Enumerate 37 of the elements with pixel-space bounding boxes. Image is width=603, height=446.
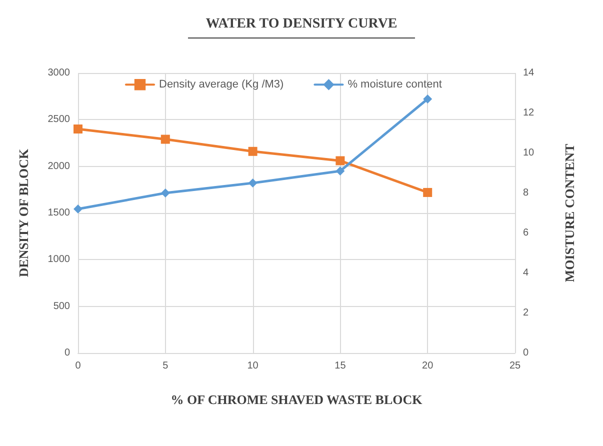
legend-label: Density average (Kg /M3): [159, 78, 284, 91]
x-tick-label: 20: [422, 360, 434, 372]
chart-title: WATER TO DENSITY CURVE: [206, 16, 398, 32]
point: [248, 146, 258, 156]
point: [74, 124, 82, 134]
y-tick-label: 1000: [48, 254, 70, 266]
y2-tick-label: 10: [523, 148, 535, 158]
y-tick-label: 500: [53, 300, 70, 312]
y-tick-label: 1500: [48, 208, 70, 218]
y2-axis-title: MOISTURE CONTENT: [562, 144, 577, 282]
legend-label: % moisture content: [348, 78, 442, 91]
y-tick-label: 0: [64, 348, 70, 358]
x-tick-label: 10: [247, 360, 259, 372]
point: [160, 188, 170, 198]
point: [248, 178, 258, 188]
y2-tick-label: 14: [523, 68, 535, 78]
x-tick-label: 25: [509, 360, 521, 372]
y2-tick-label: 0: [523, 348, 529, 358]
point: [336, 166, 345, 176]
x-axis-title: % OF CHROME SHAVED WASTE BLOCK: [170, 392, 424, 407]
x-tick-label: 15: [334, 360, 346, 372]
x-tick-label: 5: [162, 360, 169, 372]
y2-tick-label: 4: [523, 268, 529, 278]
y-tick-label: 3000: [48, 68, 70, 78]
y-tick-label: 2000: [48, 160, 70, 172]
y2-tick-label: 6: [523, 228, 529, 238]
y2-tick-label: 8: [523, 188, 529, 198]
y2-tick-label: 12: [523, 108, 535, 118]
point: [336, 156, 345, 166]
point: [74, 204, 82, 214]
point: [423, 188, 432, 197]
y-axis-title: DENSITY OF BLOCK: [16, 148, 31, 278]
point: [423, 94, 432, 104]
point: [160, 134, 170, 144]
x-tick-label: 0: [75, 360, 82, 372]
y2-tick-label: 2: [523, 308, 529, 318]
y-tick-label: 2500: [48, 114, 70, 126]
